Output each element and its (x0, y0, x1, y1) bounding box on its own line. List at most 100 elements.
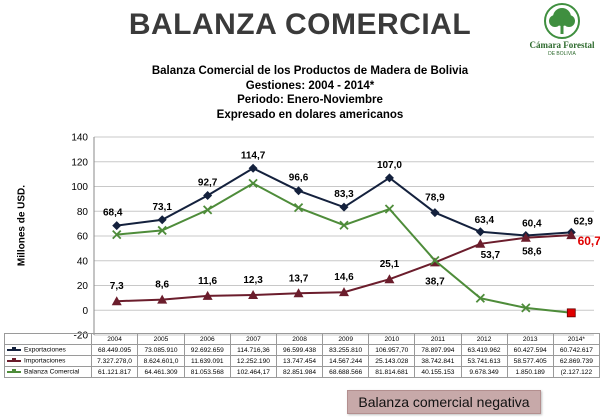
data-point (248, 178, 258, 189)
data-point (475, 293, 486, 303)
y-tick-label: 0 (82, 306, 88, 317)
table-cell: 13.747.454 (275, 355, 324, 367)
x-tick-label: 2005 (137, 333, 185, 345)
table-row: Balanza Comercial 61.121.817 64.461.309 81.… (4, 366, 600, 378)
x-tick-label: 2010 (368, 333, 416, 345)
data-label: 13,7 (289, 273, 309, 284)
y-tick-label: 100 (71, 182, 88, 193)
data-point (521, 303, 531, 313)
data-point (202, 205, 213, 215)
x-tick-label: 2008 (275, 333, 324, 345)
data-label: 114,7 (241, 150, 266, 161)
camara-forestal-logo: Cámara Forestal DE BOLIVIA (526, 2, 598, 60)
table-cell: 78.897.994 (414, 344, 462, 356)
x-tick-label: 2006 (183, 333, 231, 345)
table-cell: 81.053.568 (183, 366, 231, 378)
table-cell: 102.464,17 (229, 366, 278, 378)
data-point (293, 288, 304, 298)
data-label: 14,6 (334, 272, 354, 283)
table-cell: 60.742.617 (552, 344, 600, 356)
table-cell: 68.688.566 (322, 366, 370, 378)
page-title: BALANZA COMERCIAL (128, 8, 472, 41)
x-tick-label: 2011 (414, 333, 462, 345)
table-cell: 12.252.190 (229, 355, 278, 367)
table-cell: 64.461.309 (137, 366, 185, 378)
y-tick-label: 60 (77, 232, 89, 243)
data-label: 63,4 (475, 215, 495, 226)
y-tick-label: 20 (77, 281, 89, 292)
y-tick-label: 140 (71, 133, 88, 144)
table-cell: 58.577.405 (506, 355, 554, 367)
data-point (157, 225, 167, 236)
data-label: 68,4 (103, 208, 123, 219)
data-label: 83,3 (334, 189, 354, 200)
table-cell: 92.692.659 (183, 344, 231, 356)
table-cell: 53.741.613 (460, 355, 508, 367)
data-point (384, 274, 395, 284)
data-label: 92,7 (198, 178, 218, 189)
data-point (566, 230, 577, 240)
chart-title: Balanza Comercial de los Productos de Ma… (151, 65, 469, 77)
data-label: 62,9 (574, 216, 594, 227)
legend-entry: Exportaciones (4, 344, 92, 356)
data-point-highlight (566, 308, 576, 318)
data-point (475, 238, 486, 248)
legend-entry: Importaciones (4, 355, 92, 367)
table-cell: 8.624.601,0 (137, 355, 185, 367)
table-cell: 73.085.910 (137, 344, 185, 356)
data-label: 78,9 (425, 193, 445, 204)
data-point (339, 220, 349, 230)
table-cell: 14.567.244 (322, 355, 370, 367)
chart-title-block: Balanza Comercial de los Productos de Ma… (100, 64, 520, 122)
data-label: 60,7 (578, 234, 600, 248)
data-point (339, 202, 349, 212)
legend-swatch (7, 368, 21, 375)
data-label: 58,6 (522, 247, 542, 258)
x-tick-label: 2013 (506, 333, 554, 345)
legend-swatch (7, 346, 21, 353)
data-point (384, 173, 394, 183)
legend-swatch (7, 357, 21, 364)
table-cell: 68.449.095 (90, 344, 139, 356)
data-label: 7,3 (110, 281, 124, 292)
data-table: 2004 2005 2006 2007 2008 2009 2010 2011 2012 2013… (4, 333, 600, 378)
data-label: 8,6 (155, 280, 169, 291)
data-point (339, 287, 349, 297)
table-row: Exportaciones 68.449.095 73.085.910 92.692.… (4, 344, 600, 356)
data-label: 53,7 (481, 250, 501, 261)
table-cell: 7.327.278,0 (90, 355, 139, 367)
table-cell: 40.155.153 (414, 366, 462, 378)
data-point (384, 204, 395, 214)
logo-subtitle: DE BOLIVIA (548, 51, 576, 57)
x-tick-label: 2009 (322, 333, 370, 345)
table-cell: 106.957,70 (368, 344, 416, 356)
table-cell: 11.639.091 (183, 355, 231, 367)
table-cell: 38.742.841 (414, 355, 462, 367)
data-point (203, 191, 213, 201)
logo-name: Cámara Forestal (529, 40, 595, 50)
data-point (157, 294, 168, 304)
x-tick-label: 2014* (552, 333, 600, 345)
table-header-row: 2004 2005 2006 2007 2008 2009 2010 2011 2012 2013… (4, 333, 600, 345)
data-point (112, 221, 122, 231)
y-tick-label: 120 (71, 157, 88, 168)
data-label: 38,7 (425, 276, 445, 287)
data-label: 107,0 (377, 160, 402, 171)
chart-subtitle-1: Gestiones: 2004 - 2014* (245, 79, 375, 92)
data-point (294, 186, 304, 196)
chart-subtitle-2: Periodo: Enero-Noviembre (237, 94, 383, 106)
table-row: Importaciones 7.327.278,0 8.624.601,0 11.63… (4, 355, 600, 367)
table-cell: 83.255.810 (322, 344, 370, 356)
data-point (520, 232, 531, 242)
data-label: 11,6 (198, 276, 217, 287)
data-point (157, 215, 167, 225)
table-cell: (2.127.122 (552, 366, 600, 378)
x-tick-label: 2004 (90, 333, 139, 345)
data-point (430, 208, 440, 218)
data-label: 25,1 (380, 259, 400, 270)
table-cell: 114.716,36 (229, 344, 278, 356)
table-cell: 1.850.189 (506, 366, 554, 378)
legend-entry: Balanza Comercial (4, 366, 92, 378)
data-point (111, 296, 122, 306)
callout-box: Balanza comercial negativa (347, 390, 541, 414)
